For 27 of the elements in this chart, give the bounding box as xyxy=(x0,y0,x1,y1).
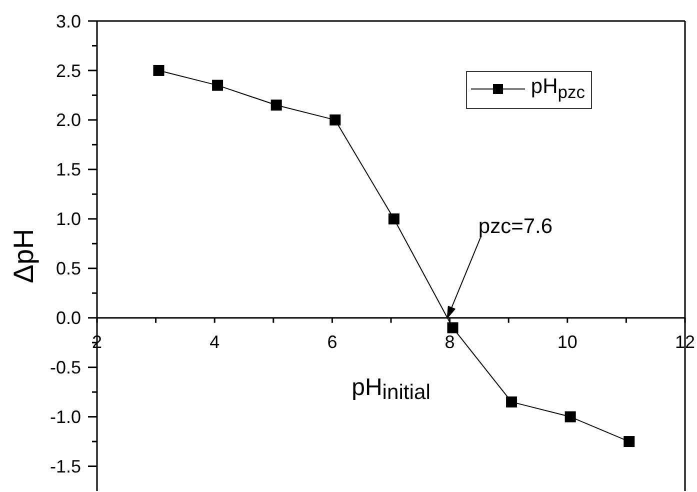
y-tick-label: 2.5 xyxy=(56,60,81,81)
x-tick-label: 4 xyxy=(210,332,220,352)
x-tick-label: 8 xyxy=(444,332,455,352)
x-tick-label: 6 xyxy=(327,332,338,352)
y-tick-label: -1.0 xyxy=(50,407,81,428)
legend-label: pH$_{pzc}$ xyxy=(530,75,585,104)
point xyxy=(506,396,518,408)
point xyxy=(153,64,164,76)
point xyxy=(388,213,400,224)
y-tick-label: 0.0 xyxy=(56,308,81,328)
point xyxy=(270,100,282,111)
point xyxy=(330,114,341,126)
y-tick-label: -1.5 xyxy=(50,456,81,477)
x-tick-label: 10 xyxy=(557,332,578,352)
y-tick-label: 3.0 xyxy=(56,11,81,32)
y-tick-label: 1.0 xyxy=(56,209,81,230)
x-axis-title: pH$_{initial}$ xyxy=(352,374,430,404)
point xyxy=(564,411,576,422)
y-axis-title: ΔpH xyxy=(8,228,39,284)
y-tick-label: -0.5 xyxy=(50,358,81,378)
y-tick-label: 2.0 xyxy=(56,110,81,130)
annotation: pzc=7.6 xyxy=(478,214,553,238)
point xyxy=(212,80,224,91)
y-tick-label: 0.5 xyxy=(56,258,81,279)
y-tick-label: 1.5 xyxy=(56,160,81,180)
point xyxy=(624,436,635,448)
point xyxy=(447,322,458,334)
